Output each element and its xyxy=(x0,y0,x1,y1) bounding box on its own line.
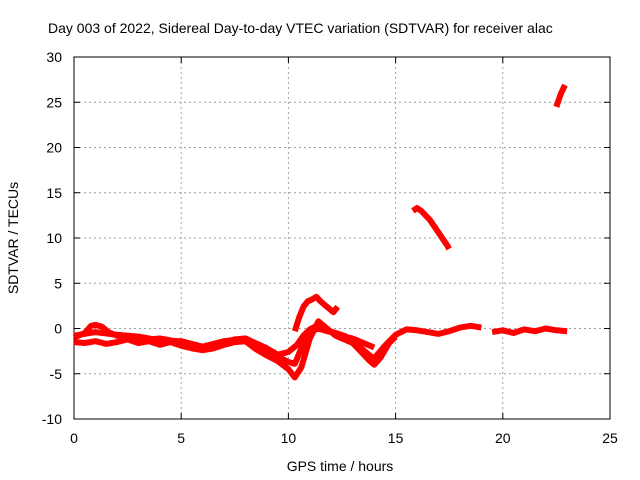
x-tick-label: 5 xyxy=(177,430,185,446)
x-tick-label: 25 xyxy=(602,430,618,446)
series-line-track-c xyxy=(73,321,376,358)
axis-ticks: 0 5 10 15 20 25 -10 -5 0 5 10 15 20 25 30 xyxy=(42,49,618,446)
y-tick-label: -5 xyxy=(50,366,63,382)
y-tick-label: 5 xyxy=(54,275,62,291)
chart-title: Day 003 of 2022, Sidereal Day-to-day VTE… xyxy=(48,20,553,36)
series-line-track-g xyxy=(553,83,568,108)
series-line-track-d xyxy=(291,293,341,333)
series-line-track-b xyxy=(73,318,398,381)
y-tick-label: -10 xyxy=(42,411,62,427)
y-tick-label: 30 xyxy=(46,49,62,65)
x-axis-label: GPS time / hours xyxy=(287,458,394,474)
y-tick-label: 0 xyxy=(54,321,62,337)
x-tick-label: 15 xyxy=(388,430,404,446)
y-tick-label: 15 xyxy=(46,185,62,201)
x-tick-label: 0 xyxy=(70,430,78,446)
x-tick-label: 20 xyxy=(495,430,511,446)
data-series xyxy=(72,83,568,381)
series-line-track-e xyxy=(491,325,568,336)
x-tick-label: 10 xyxy=(281,430,297,446)
y-tick-label: 25 xyxy=(46,94,62,110)
series-line-track-f xyxy=(411,205,452,251)
y-axis-label: SDTVAR / TECUs xyxy=(5,182,21,294)
y-tick-label: 20 xyxy=(46,140,62,156)
y-tick-label: 10 xyxy=(46,230,62,246)
